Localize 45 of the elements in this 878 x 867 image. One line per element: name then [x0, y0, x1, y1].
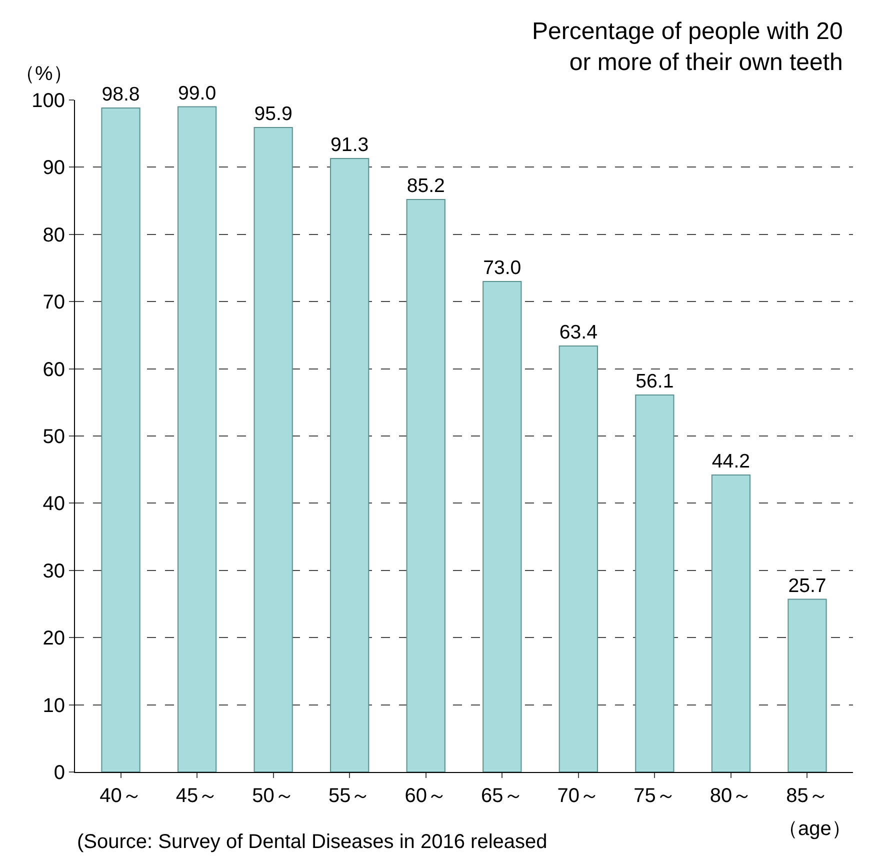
- bar: [254, 127, 293, 772]
- y-tick-label: 20: [42, 628, 65, 650]
- y-tick-label: 100: [32, 90, 65, 112]
- bar: [558, 345, 598, 772]
- data-label: 98.8: [102, 84, 140, 106]
- y-tick-label: 0: [54, 762, 65, 784]
- x-tick-label: 40～: [100, 785, 142, 807]
- bar: [788, 598, 827, 772]
- x-tick-label: 65～: [481, 785, 524, 807]
- y-tick-label: 40: [42, 493, 65, 516]
- text: (Source: Survey of Dental Diseases in 2016 released: [77, 831, 548, 853]
- data-label: 85.2: [406, 175, 445, 198]
- y-tick-label: 30: [42, 560, 65, 582]
- y-tick-label: 50: [42, 426, 65, 448]
- data-label: 56.1: [636, 370, 674, 393]
- y-tick-label: 70: [42, 292, 65, 314]
- data-label: 63.4: [559, 321, 598, 344]
- bar: [635, 394, 674, 772]
- data-label: 95.9: [254, 103, 292, 126]
- x-tick-label: 85～: [786, 785, 828, 807]
- x-tick-label: 55～: [328, 785, 371, 807]
- data-label: 44.2: [712, 450, 750, 473]
- data-label: 99.0: [178, 82, 216, 104]
- y-tick-label: 60: [42, 358, 65, 381]
- y-axis-title: （%）: [15, 63, 73, 85]
- chart-title: Percentage of people with 20 or more of their own teeth: [532, 18, 843, 76]
- y-tick-label: 10: [42, 694, 65, 717]
- data-label: 73.0: [483, 256, 522, 279]
- data-label: 25.7: [788, 574, 826, 597]
- bar: [101, 108, 140, 772]
- x-tick-label: 50～: [252, 785, 294, 807]
- x-tick-label: 45～: [176, 785, 218, 807]
- y-tick-label: 90: [42, 157, 65, 180]
- bar: [406, 198, 446, 772]
- data-label: 91.3: [330, 134, 369, 156]
- x-tick-label: 80～: [710, 785, 752, 807]
- x-axis-title: （age）: [778, 818, 852, 840]
- bar: [177, 106, 217, 772]
- x-tick-label: 75～: [634, 785, 676, 807]
- y-tick-label: 80: [42, 224, 65, 246]
- bar: [482, 280, 522, 772]
- x-tick-label: 60～: [404, 785, 447, 807]
- x-tick-label: 70～: [557, 785, 600, 807]
- bar: [330, 158, 370, 772]
- bar: [711, 474, 751, 772]
